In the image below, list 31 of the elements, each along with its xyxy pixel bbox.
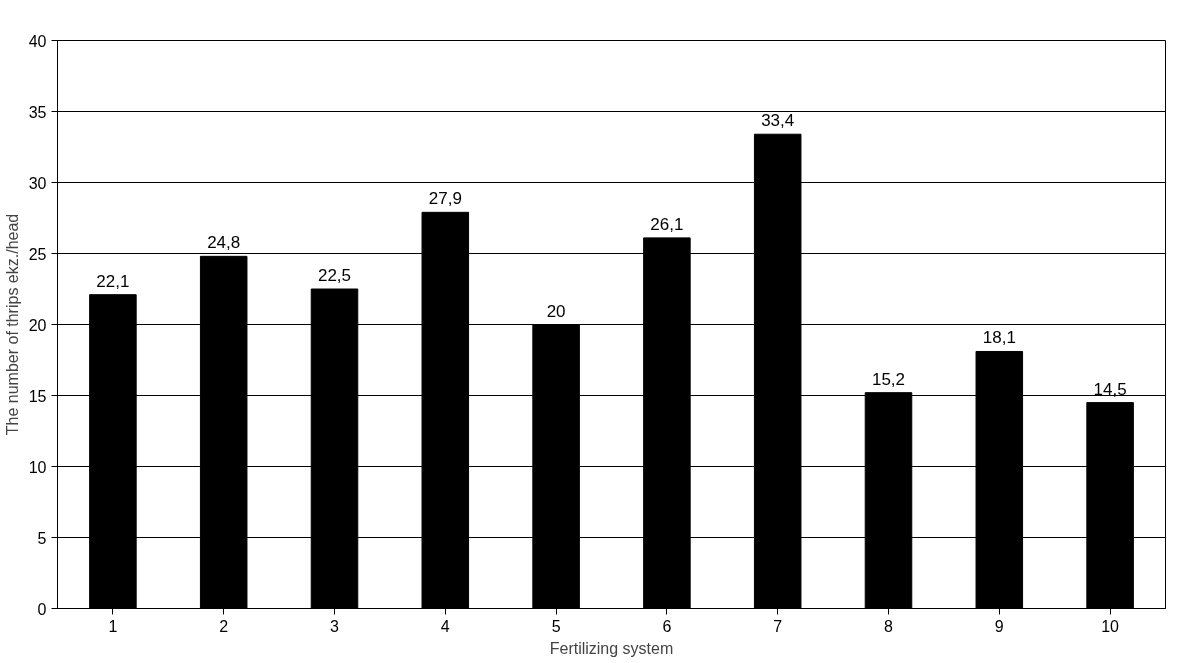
x-axis-title: Fertilizing system	[549, 639, 674, 657]
y-tick-label: 10	[28, 458, 47, 476]
y-tick-label: 25	[28, 245, 47, 263]
x-tick-label: 8	[884, 617, 894, 635]
x-tick-label: 2	[219, 617, 229, 635]
x-tick-label: 1	[108, 617, 118, 635]
x-tick-label: 3	[330, 617, 340, 635]
x-tick-label: 10	[1101, 617, 1120, 635]
data-label: 33,4	[761, 111, 795, 131]
x-tick-label: 4	[440, 617, 450, 635]
data-label: 20	[546, 301, 566, 321]
y-tick-label: 40	[28, 32, 47, 50]
x-tick-label: 9	[994, 617, 1004, 635]
y-axis-title: The number of thrips ekz./head	[3, 213, 21, 436]
data-label: 22,5	[317, 266, 352, 285]
y-tick-label: 0	[37, 600, 47, 618]
y-tick-label: 30	[28, 174, 47, 192]
y-tick-label: 35	[28, 103, 47, 121]
y-tick-label: 20	[28, 316, 47, 334]
data-label: 22,1	[96, 271, 130, 291]
data-label: 14,5	[1093, 379, 1127, 399]
x-tick-label: 7	[773, 617, 783, 635]
x-tick-label: 5	[551, 617, 561, 635]
data-label: 15,2	[871, 369, 906, 389]
y-tick-label: 5	[37, 529, 47, 547]
data-label: 18,1	[982, 328, 1016, 348]
y-tick-label: 15	[28, 387, 47, 405]
data-label: 26,1	[650, 214, 684, 234]
data-label: 24,8	[207, 233, 241, 253]
data-label: 27,9	[428, 189, 462, 209]
x-tick-label: 6	[662, 617, 672, 635]
